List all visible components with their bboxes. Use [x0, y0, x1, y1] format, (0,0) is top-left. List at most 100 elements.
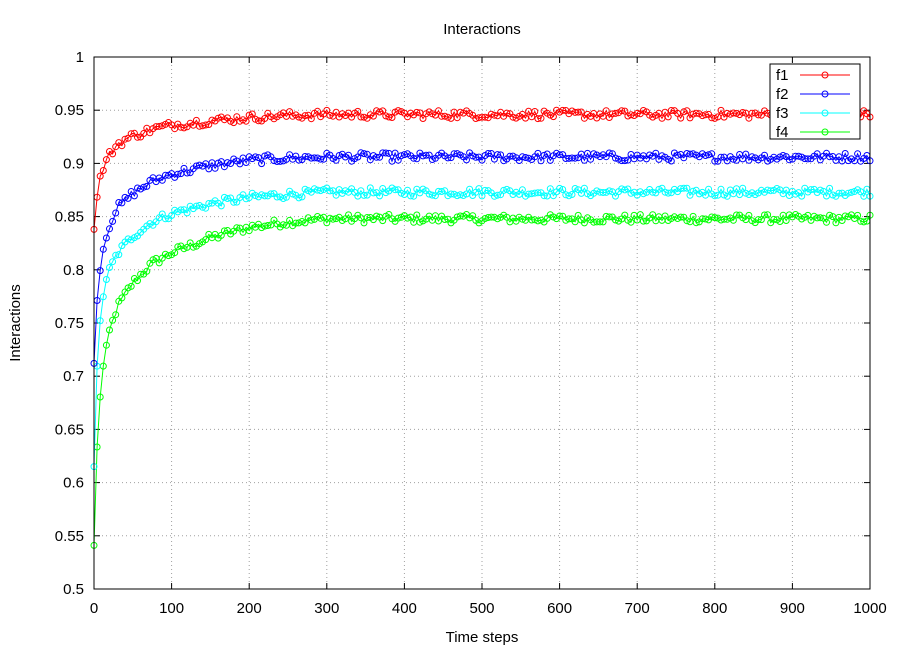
data-point-f1	[413, 108, 421, 116]
data-point-f1	[674, 109, 682, 117]
data-point-f1	[96, 172, 104, 180]
data-point-f3	[556, 184, 564, 192]
data-point-f3	[363, 191, 371, 199]
data-point-f3	[428, 191, 436, 199]
series-line-f2	[93, 151, 871, 364]
data-point-f1	[559, 106, 567, 114]
data-point-f2	[590, 150, 598, 158]
y-tick-label: 0.65	[55, 421, 84, 438]
data-point-f2	[621, 157, 629, 165]
legend-label-f1: f1	[776, 67, 789, 84]
data-point-f3	[599, 189, 607, 196]
data-point-f2	[357, 149, 365, 157]
data-point-f1	[286, 108, 294, 116]
data-point-f3	[580, 184, 588, 192]
data-point-f4	[649, 211, 657, 219]
data-point-f2	[463, 156, 470, 164]
data-point-f2	[748, 153, 756, 161]
data-point-f3	[844, 189, 852, 197]
data-point-f2	[646, 151, 654, 159]
data-point-f3	[369, 189, 377, 197]
data-point-f1	[633, 109, 641, 117]
data-point-f2	[332, 156, 340, 164]
data-point-f2	[428, 156, 436, 163]
data-point-f1	[227, 117, 235, 125]
data-point-f1	[481, 113, 489, 121]
data-point-f4	[556, 212, 564, 220]
data-point-f2	[121, 193, 129, 201]
data-point-f4	[106, 326, 113, 334]
data-point-f3	[835, 189, 843, 197]
data-point-f1	[661, 108, 669, 116]
data-point-f4	[754, 216, 762, 224]
data-point-f3	[739, 184, 747, 192]
data-point-f1	[621, 107, 629, 115]
data-point-f1	[612, 109, 619, 117]
data-point-f4	[605, 213, 613, 221]
data-point-f2	[795, 152, 803, 160]
data-point-f1	[314, 107, 321, 115]
data-point-f2	[109, 217, 117, 225]
data-point-f3	[332, 191, 340, 199]
y-tick-label: 0.85	[55, 209, 84, 226]
data-point-f3	[183, 209, 191, 217]
data-point-f1	[435, 107, 442, 115]
data-point-f1	[729, 109, 737, 117]
data-point-f1	[574, 108, 582, 116]
data-point-f1	[717, 106, 725, 114]
x-tick-label: 600	[547, 600, 572, 617]
data-point-f4	[155, 259, 163, 267]
data-point-f3	[202, 204, 210, 212]
data-point-f2	[301, 153, 309, 160]
data-point-f4	[279, 221, 287, 229]
data-point-f4	[134, 277, 141, 285]
data-point-f2	[605, 149, 613, 157]
axis-ticks: 0 100 200 300 400 500 600 700 800 900 1000 0.5 0.55 0…	[55, 49, 887, 617]
data-point-f2	[785, 156, 793, 164]
data-point-f2	[130, 192, 138, 200]
data-point-f1	[577, 108, 585, 116]
data-point-f2	[708, 150, 716, 158]
data-point-f3	[680, 184, 688, 192]
data-point-f3	[639, 190, 647, 198]
data-point-f3	[115, 251, 123, 259]
data-point-f2	[382, 149, 390, 157]
x-tick-label: 0	[90, 600, 98, 617]
data-point-f4	[826, 211, 834, 219]
data-point-f4	[102, 341, 110, 349]
data-point-f4	[860, 218, 868, 226]
data-point-f4	[363, 214, 371, 221]
data-point-f4	[702, 215, 709, 223]
data-point-f1	[490, 111, 498, 119]
data-point-f3	[366, 184, 374, 192]
data-point-f4	[127, 282, 135, 290]
data-point-f4	[599, 218, 607, 226]
data-point-f3	[376, 192, 384, 200]
y-tick-label: 0.55	[55, 528, 84, 545]
data-point-f4	[292, 219, 300, 227]
data-point-f3	[683, 184, 691, 192]
data-point-f2	[534, 149, 542, 157]
data-point-f2	[494, 151, 501, 159]
data-point-f4	[413, 211, 421, 219]
data-point-f1	[534, 115, 542, 123]
data-point-f3	[720, 191, 728, 199]
data-point-f4	[745, 211, 753, 219]
data-point-f1	[382, 112, 390, 120]
data-point-f1	[354, 107, 362, 115]
data-point-f4	[770, 215, 778, 223]
data-point-f4	[96, 393, 104, 401]
legend-marker-f4	[821, 128, 829, 136]
data-point-f2	[276, 157, 284, 165]
data-point-f3	[534, 189, 542, 197]
data-point-f3	[158, 210, 166, 218]
data-point-f3	[124, 235, 132, 243]
data-point-f3	[273, 193, 281, 201]
data-point-f1	[419, 115, 427, 122]
data-point-f4	[764, 211, 772, 219]
data-point-f4	[329, 215, 337, 223]
data-point-f1	[692, 109, 700, 117]
data-point-f3	[230, 198, 238, 206]
data-point-f4	[360, 219, 368, 227]
data-point-f4	[456, 212, 464, 220]
